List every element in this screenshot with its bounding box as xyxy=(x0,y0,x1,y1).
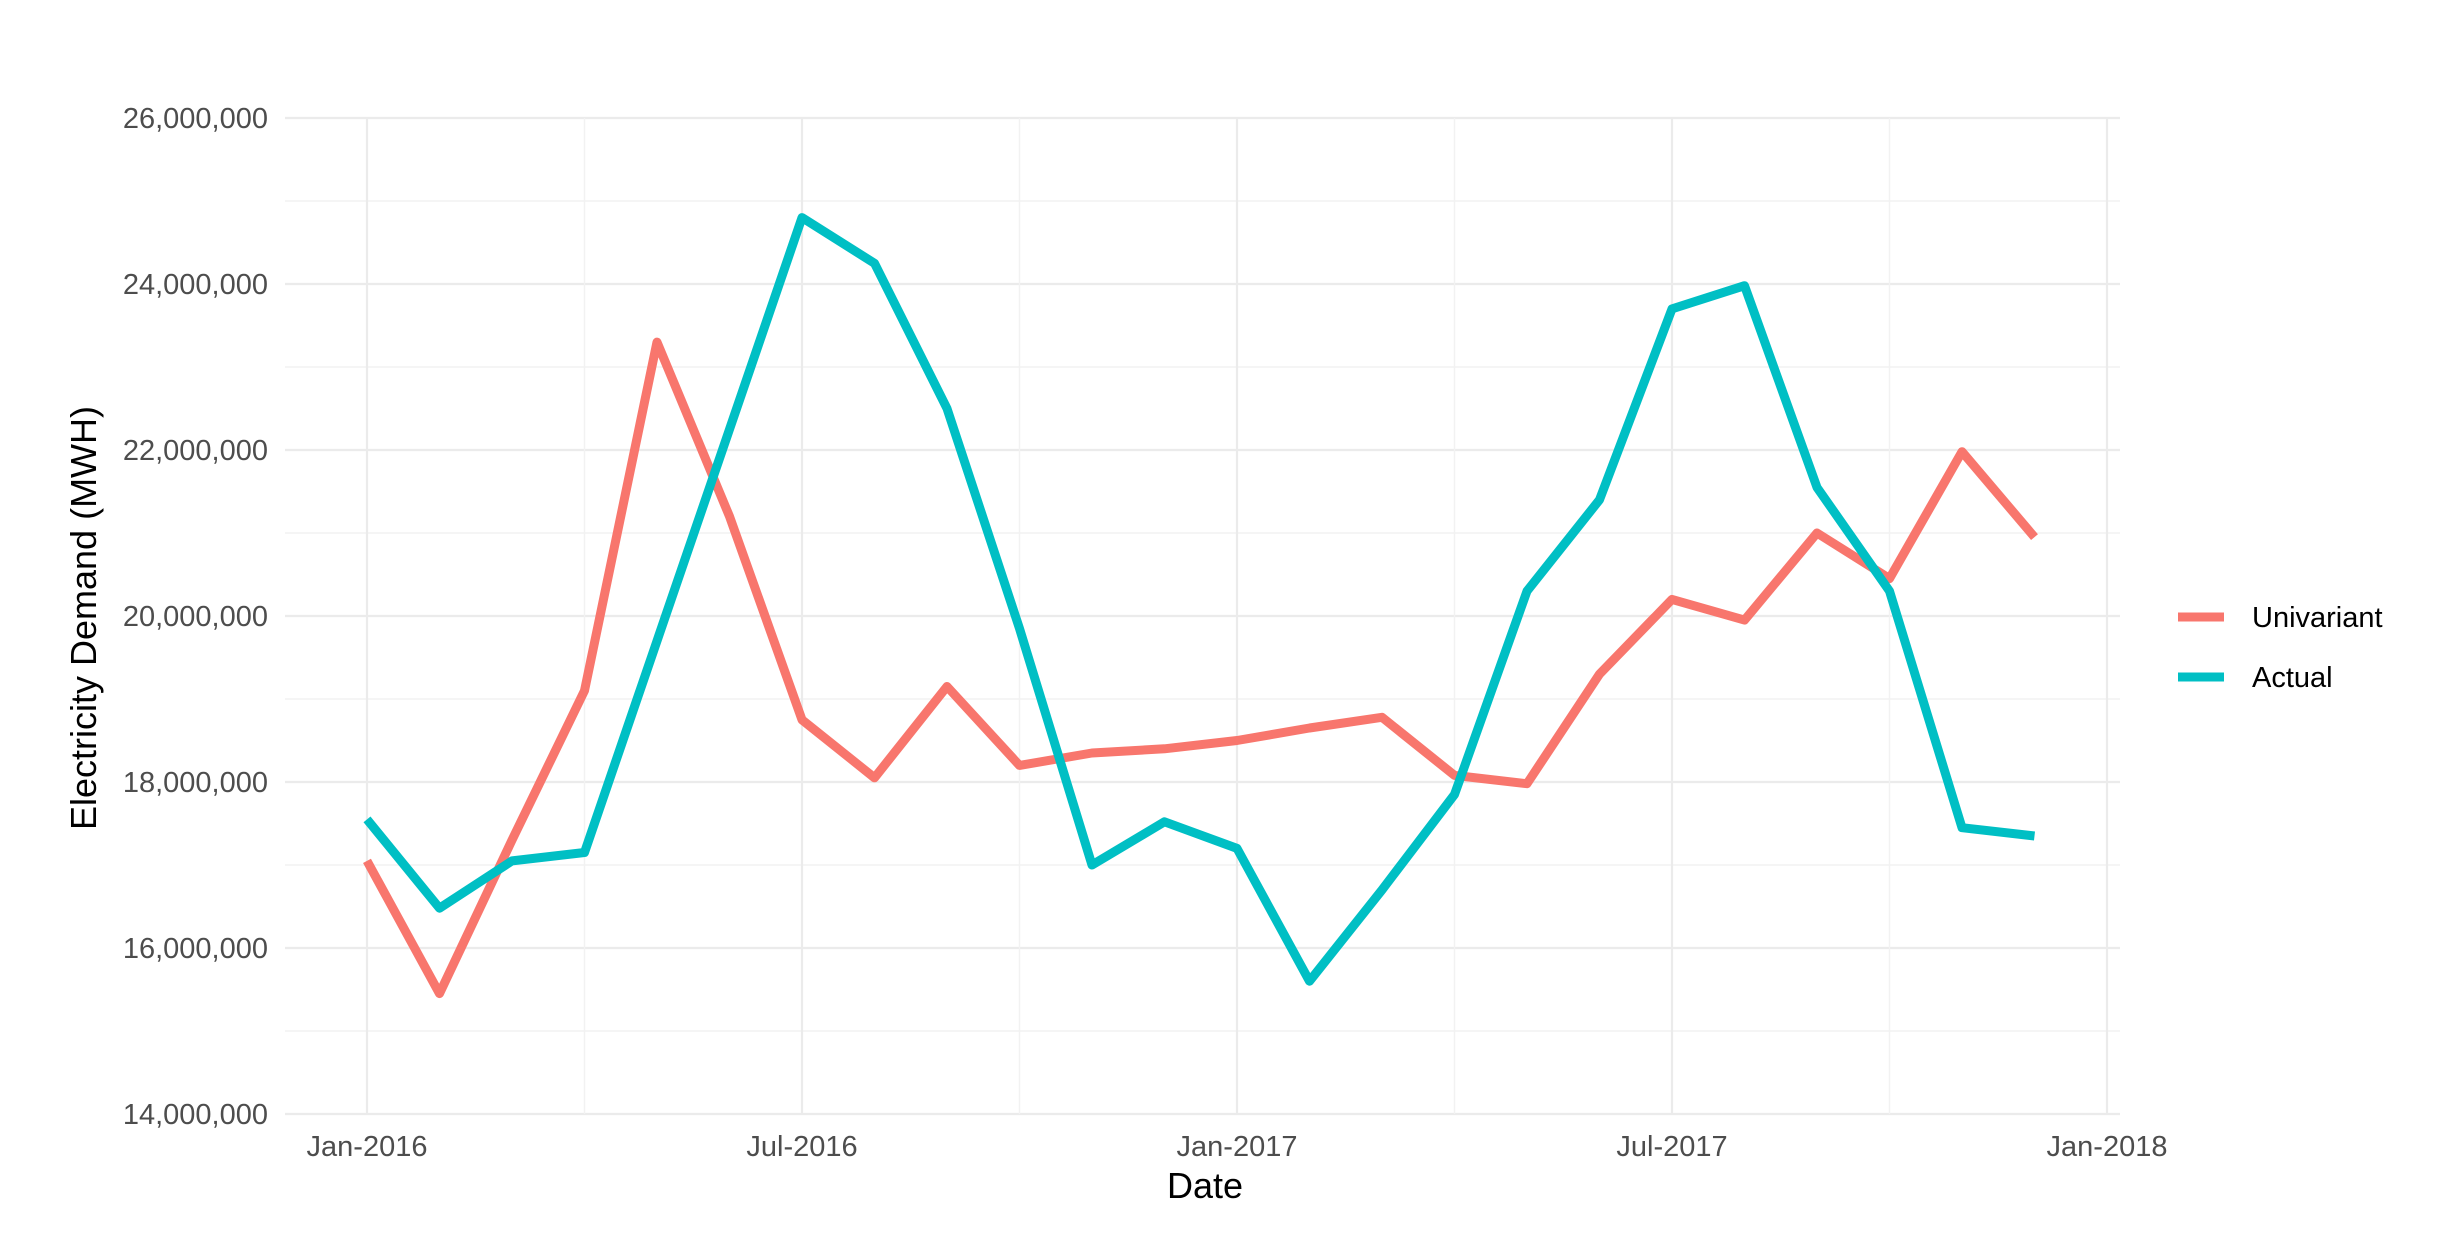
y-tick-label: 18,000,000 xyxy=(123,767,268,799)
y-tick-label: 22,000,000 xyxy=(123,435,268,467)
y-tick-label: 20,000,000 xyxy=(123,601,268,633)
y-axis-tick-labels: 14,000,000 16,000,000 18,000,000 20,000,000… xyxy=(123,103,268,1131)
x-axis-tick-labels: Jan-2016 Jul-2016 Jan-2017 Jul-2017 Jan-2018 xyxy=(307,1131,2168,1163)
y-tick-label: 24,000,000 xyxy=(123,269,268,301)
x-tick-label: Jul-2017 xyxy=(1616,1131,1727,1163)
series-line-actual xyxy=(363,213,2036,986)
y-tick-label: 14,000,000 xyxy=(123,1099,268,1131)
legend: Univariant Actual xyxy=(2178,602,2383,694)
series-line-univariant xyxy=(363,337,2038,999)
legend-label: Actual xyxy=(2252,662,2333,694)
x-tick-label: Jan-2016 xyxy=(307,1131,428,1163)
legend-label: Univariant xyxy=(2252,602,2383,634)
x-tick-label: Jan-2017 xyxy=(1177,1131,1298,1163)
x-axis-title: Date xyxy=(1167,1165,1243,1206)
series-lines xyxy=(363,213,2038,999)
x-tick-label: Jan-2018 xyxy=(2047,1131,2168,1163)
x-tick-label: Jul-2016 xyxy=(746,1131,857,1163)
y-tick-label: 16,000,000 xyxy=(123,933,268,965)
y-tick-label: 26,000,000 xyxy=(123,103,268,135)
y-axis-title: Electricity Demand (MWH) xyxy=(63,406,104,830)
grid xyxy=(285,116,2120,1116)
